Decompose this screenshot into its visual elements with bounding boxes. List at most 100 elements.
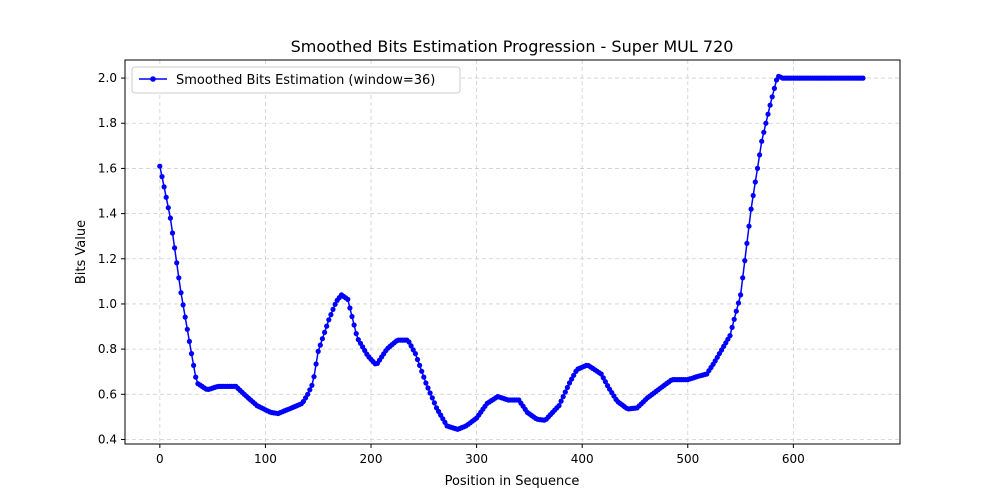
x-tick-label: 300 bbox=[465, 452, 488, 466]
data-point bbox=[324, 323, 330, 329]
data-point bbox=[431, 400, 437, 406]
data-point bbox=[742, 258, 748, 264]
data-point bbox=[353, 331, 359, 337]
data-point bbox=[746, 223, 752, 229]
data-point bbox=[765, 111, 771, 117]
data-point bbox=[571, 372, 577, 378]
data-point bbox=[425, 385, 431, 391]
data-point bbox=[159, 174, 165, 180]
data-point bbox=[761, 129, 767, 135]
data-point bbox=[767, 102, 773, 108]
data-point bbox=[330, 306, 336, 312]
data-point bbox=[752, 179, 758, 185]
data-point bbox=[423, 380, 429, 386]
data-point bbox=[560, 394, 566, 400]
x-tick-label: 600 bbox=[782, 452, 805, 466]
data-point bbox=[406, 339, 412, 345]
legend-box bbox=[131, 66, 461, 94]
data-point bbox=[410, 347, 416, 353]
y-tick-label: 0.4 bbox=[98, 432, 117, 446]
data-point bbox=[345, 296, 351, 302]
data-point bbox=[421, 374, 427, 380]
y-tick-label: 1.8 bbox=[98, 116, 117, 130]
legend-marker-swatch bbox=[150, 76, 156, 82]
data-point bbox=[408, 343, 414, 349]
y-tick-label: 1.2 bbox=[98, 252, 117, 266]
data-point bbox=[558, 398, 564, 404]
data-point bbox=[351, 322, 357, 328]
y-tick-label: 2.0 bbox=[98, 71, 117, 85]
data-point bbox=[759, 138, 765, 144]
data-point bbox=[860, 75, 866, 81]
x-tick-label: 200 bbox=[360, 452, 383, 466]
chart-title: Smoothed Bits Estimation Progression - S… bbox=[291, 37, 734, 56]
data-point bbox=[748, 206, 754, 212]
data-point bbox=[733, 308, 739, 314]
y-tick-label: 1.0 bbox=[98, 297, 117, 311]
data-point bbox=[427, 390, 433, 396]
data-point bbox=[556, 403, 562, 409]
data-point bbox=[731, 316, 737, 322]
data-point bbox=[180, 302, 186, 308]
data-point bbox=[754, 165, 761, 171]
data-point bbox=[729, 324, 735, 330]
data-point bbox=[319, 336, 325, 342]
data-point bbox=[569, 376, 575, 382]
grid bbox=[125, 60, 900, 444]
data-point bbox=[186, 338, 192, 344]
y-tick-label: 1.6 bbox=[98, 161, 117, 175]
data-point bbox=[328, 312, 334, 318]
data-point bbox=[414, 356, 421, 363]
plot-frame bbox=[124, 59, 901, 445]
x-tick-label: 500 bbox=[676, 452, 699, 466]
data-point bbox=[602, 379, 609, 385]
data-point bbox=[174, 260, 180, 266]
data-point bbox=[178, 290, 184, 296]
data-point bbox=[322, 329, 328, 335]
data-point bbox=[172, 245, 178, 251]
y-tick-label: 0.6 bbox=[98, 387, 117, 401]
data-point bbox=[757, 152, 763, 158]
data-point bbox=[727, 333, 733, 339]
data-point bbox=[600, 375, 606, 381]
data-point bbox=[566, 380, 573, 386]
data-point bbox=[562, 389, 568, 395]
data-point bbox=[564, 384, 571, 391]
data-point bbox=[188, 351, 195, 357]
data-point bbox=[315, 348, 321, 354]
legend-entry-label: Smoothed Bits Estimation (window=36) bbox=[176, 73, 435, 88]
data-point bbox=[412, 351, 418, 357]
data-point bbox=[763, 120, 769, 126]
data-point bbox=[167, 215, 173, 221]
x-tick-label: 0 bbox=[156, 452, 164, 466]
data-point bbox=[165, 205, 171, 211]
data-point bbox=[193, 374, 199, 380]
data-point bbox=[311, 374, 317, 380]
data-point bbox=[347, 305, 353, 311]
x-tick-label: 100 bbox=[254, 452, 277, 466]
data-point bbox=[750, 192, 756, 199]
legend: Smoothed Bits Estimation (window=36) bbox=[131, 66, 461, 94]
data-point bbox=[176, 275, 182, 281]
data-point bbox=[307, 387, 313, 393]
data-point bbox=[184, 326, 190, 332]
data-point bbox=[738, 292, 744, 298]
data-point bbox=[349, 313, 355, 320]
data-point bbox=[161, 184, 167, 190]
data-point bbox=[735, 300, 742, 306]
x-axis-label: Position in Sequence bbox=[445, 474, 580, 489]
data-point bbox=[769, 94, 775, 100]
y-tick-label: 1.4 bbox=[98, 207, 117, 221]
data-point bbox=[309, 382, 315, 388]
series-layer bbox=[157, 73, 866, 432]
axes: 0 100 200 300 400 500 600 0.4 0.6 0.8 1.0 1.2 1.4 1.6… bbox=[98, 71, 805, 466]
data-point bbox=[598, 371, 604, 377]
data-point bbox=[417, 362, 423, 368]
data-point bbox=[429, 395, 435, 401]
data-point bbox=[419, 368, 425, 374]
data-point bbox=[313, 361, 319, 367]
data-point bbox=[332, 301, 338, 307]
data-point bbox=[163, 194, 169, 200]
